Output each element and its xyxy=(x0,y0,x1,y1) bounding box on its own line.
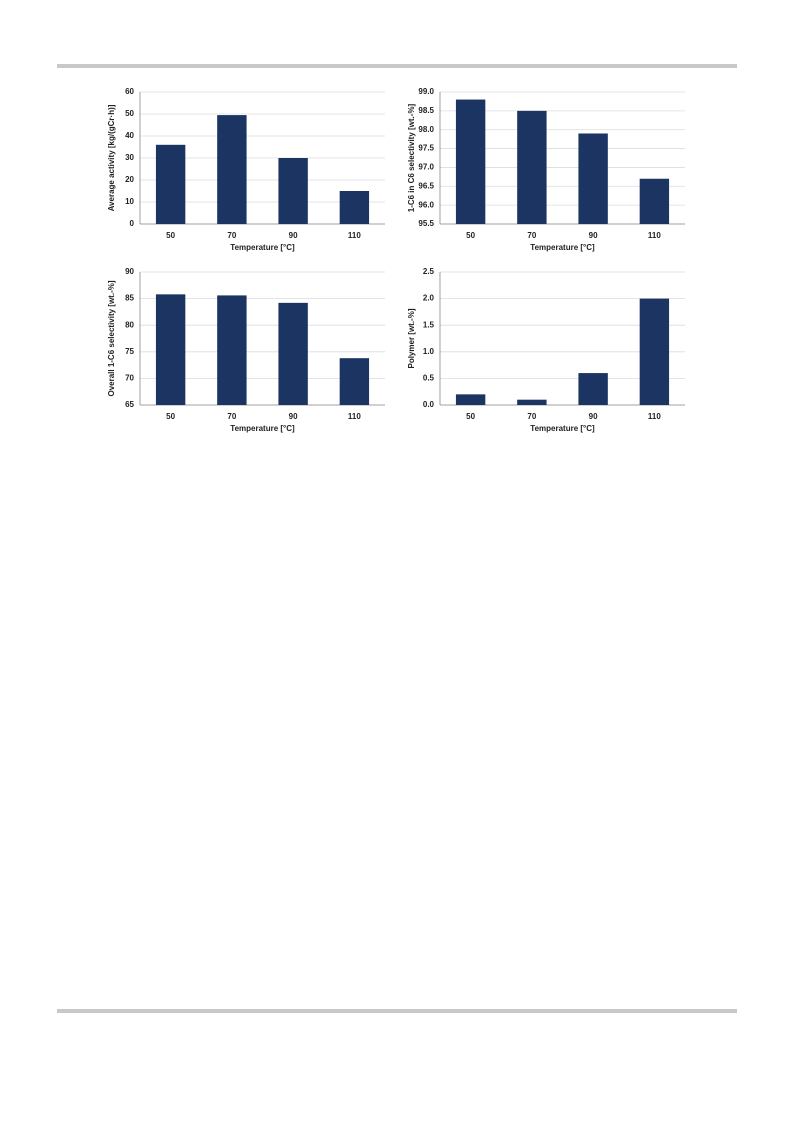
y-axis-title: Polymer [wt.-%] xyxy=(407,308,416,368)
y-tick-label: 2.0 xyxy=(423,294,435,303)
x-tick-label: 50 xyxy=(466,231,475,240)
x-tick-label: 110 xyxy=(348,231,361,240)
x-axis-title: Temperature [°C] xyxy=(530,424,595,433)
x-axis-title: Temperature [°C] xyxy=(530,243,595,252)
x-tick-label: 110 xyxy=(648,231,661,240)
x-axis-title: Temperature [°C] xyxy=(230,243,295,252)
y-tick-label: 97.0 xyxy=(418,163,434,172)
bar xyxy=(155,294,186,405)
y-axis-title: 1-C6 in C6 selectivity [wt.-%] xyxy=(407,103,416,212)
header-rule xyxy=(57,64,737,68)
bar xyxy=(217,115,247,224)
bar xyxy=(639,178,670,224)
x-tick-label: 70 xyxy=(227,412,236,421)
x-tick-label: 70 xyxy=(527,412,536,421)
y-tick-label: 96.5 xyxy=(418,181,434,190)
y-tick-label: 0 xyxy=(130,219,135,228)
x-tick-label: 50 xyxy=(466,412,475,421)
x-tick-label: 90 xyxy=(589,231,598,240)
y-tick-label: 30 xyxy=(125,153,134,162)
x-tick-label: 50 xyxy=(166,412,175,421)
y-tick-label: 20 xyxy=(125,175,134,184)
x-tick-label: 90 xyxy=(289,412,298,421)
x-tick-label: 70 xyxy=(227,231,236,240)
y-tick-label: 90 xyxy=(125,267,134,276)
y-tick-label: 70 xyxy=(125,374,134,383)
x-tick-label: 70 xyxy=(527,231,536,240)
bar xyxy=(217,295,247,405)
x-tick-label: 110 xyxy=(348,412,361,421)
bar xyxy=(155,144,186,224)
y-tick-label: 60 xyxy=(125,87,134,96)
y-tick-label: 0.5 xyxy=(423,374,435,383)
y-tick-label: 65 xyxy=(125,400,134,409)
bar xyxy=(578,373,608,405)
y-axis-title: Average activity [kg/(gCr·h)] xyxy=(107,104,116,211)
y-tick-label: 1.5 xyxy=(423,320,435,329)
bar xyxy=(578,133,608,224)
bar xyxy=(517,110,547,224)
bar xyxy=(455,99,486,224)
x-tick-label: 90 xyxy=(289,231,298,240)
y-axis-title: Overall 1-C6 selectivity [wt.-%] xyxy=(107,280,116,396)
x-axis-title: Temperature [°C] xyxy=(230,424,295,433)
y-tick-label: 10 xyxy=(125,197,134,206)
y-tick-label: 40 xyxy=(125,131,134,140)
bar xyxy=(278,158,308,224)
bar xyxy=(339,191,370,224)
y-tick-label: 97.5 xyxy=(418,144,434,153)
footer-rule xyxy=(57,1009,737,1013)
bar xyxy=(455,394,486,405)
y-tick-label: 75 xyxy=(125,347,134,356)
y-tick-label: 80 xyxy=(125,320,134,329)
y-tick-label: 1.0 xyxy=(423,347,435,356)
y-tick-label: 0.0 xyxy=(423,400,435,409)
y-tick-label: 50 xyxy=(125,109,134,118)
x-tick-label: 110 xyxy=(648,412,661,421)
y-tick-label: 2.5 xyxy=(423,267,435,276)
y-tick-label: 95.5 xyxy=(418,219,434,228)
y-tick-label: 99.0 xyxy=(418,87,434,96)
y-tick-label: 98.0 xyxy=(418,125,434,134)
bar xyxy=(639,298,670,405)
bar xyxy=(339,358,370,405)
y-tick-label: 98.5 xyxy=(418,106,434,115)
x-tick-label: 90 xyxy=(589,412,598,421)
y-tick-label: 96.0 xyxy=(418,200,434,209)
x-tick-label: 50 xyxy=(166,231,175,240)
y-tick-label: 85 xyxy=(125,294,134,303)
bar xyxy=(278,302,308,405)
bar xyxy=(517,399,547,405)
